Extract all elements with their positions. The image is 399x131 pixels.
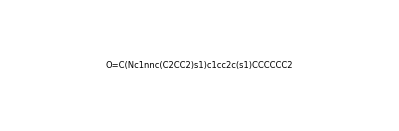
Text: O=C(Nc1nnc(C2CC2)s1)c1cc2c(s1)CCCCCC2: O=C(Nc1nnc(C2CC2)s1)c1cc2c(s1)CCCCCC2 <box>106 61 293 70</box>
